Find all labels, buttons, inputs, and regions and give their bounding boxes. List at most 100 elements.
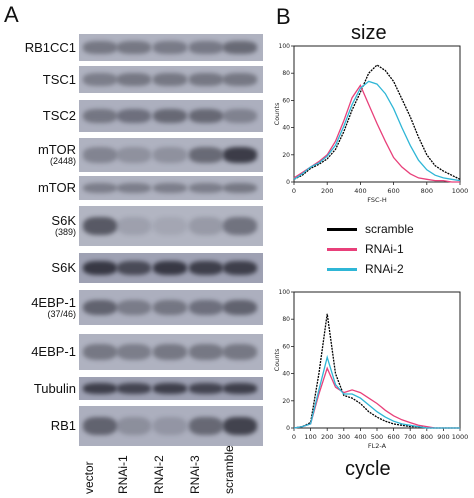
blot-band <box>223 147 257 163</box>
blot-band <box>223 108 257 124</box>
blot-strip <box>79 66 263 93</box>
lane-label: vector <box>82 461 96 494</box>
x-tick-label: 400 <box>354 433 366 441</box>
blot-protein-name: TSC2 <box>42 108 76 123</box>
blot-strip <box>79 176 263 200</box>
blot-band <box>153 73 187 86</box>
panel-b-letter: B <box>276 4 291 29</box>
y-tick-label: 40 <box>282 125 290 132</box>
x-axis-label: FSC-H <box>367 196 387 204</box>
blot-band <box>153 383 187 394</box>
x-tick-label: 1000 <box>452 433 469 441</box>
x-axis-label: FL2-A <box>368 442 387 450</box>
blot-strip <box>79 206 263 246</box>
y-axis-label: Counts <box>273 348 281 371</box>
blot-band <box>223 299 257 316</box>
blot-band <box>189 41 223 54</box>
x-tick-label: 600 <box>387 433 399 441</box>
blot-band <box>83 73 117 86</box>
x-tick-label: 200 <box>321 433 333 441</box>
x-tick-label: 600 <box>387 187 399 195</box>
blot-band <box>153 261 187 275</box>
blot-row-label: 4EBP-1 <box>2 345 76 358</box>
legend-label-rnai-2: RNAi-2 <box>365 262 404 276</box>
blot-band <box>83 147 117 163</box>
blot-band <box>117 299 151 316</box>
blot-strip <box>79 334 263 370</box>
blot-band <box>117 73 151 86</box>
lane-label: RNAi-1 <box>116 455 130 494</box>
blot-protein-name: 4EBP-1 <box>31 294 76 310</box>
series-line-rnai-2 <box>293 80 461 182</box>
blot-band <box>189 383 223 394</box>
y-tick-label: 100 <box>279 289 291 296</box>
blot-phospho-site: (2448) <box>49 156 76 166</box>
x-tick-label: 900 <box>437 433 449 441</box>
blot-strip <box>79 290 263 325</box>
y-tick-label: 0 <box>286 179 290 186</box>
plot-frame <box>293 291 461 429</box>
plot-frame <box>293 45 461 183</box>
y-tick-label: 80 <box>282 70 290 77</box>
blot-band <box>117 182 151 194</box>
size-plot-title: size <box>351 22 387 44</box>
blot-protein-name: mTOR <box>37 180 76 195</box>
x-tick-label: 100 <box>304 433 316 441</box>
blot-row-label: TSC1 <box>2 73 76 86</box>
blot-band <box>223 261 257 275</box>
panel-a-letter: A <box>4 2 19 27</box>
blot-band <box>117 147 151 163</box>
blot-strip <box>79 377 263 400</box>
blot-band <box>223 417 257 435</box>
blot-band <box>153 108 187 124</box>
blot-strip <box>79 253 263 283</box>
blot-row-label: mTOR <box>2 181 76 194</box>
x-tick-label: 700 <box>404 433 416 441</box>
blot-protein-name: S6K <box>51 260 76 275</box>
blot-row-label: RB1 <box>2 419 76 432</box>
blot-band <box>83 41 117 54</box>
blot-band <box>189 261 223 275</box>
blot-band <box>153 182 187 194</box>
blot-band <box>189 73 223 86</box>
blot-protein-name: 4EBP-1 <box>31 344 76 359</box>
blot-band <box>83 182 117 194</box>
blot-band <box>153 41 187 54</box>
cycle-histogram: 0 100 200 300 400 500 600 700 800 900 1000 0 20 40 60 8… <box>273 289 469 450</box>
lane-label: scramble <box>222 445 236 494</box>
series-line-scramble <box>293 313 460 429</box>
blot-protein-name: S6K <box>51 213 76 228</box>
x-tick-label: 0 <box>292 433 296 441</box>
blot-band <box>83 108 117 124</box>
legend-label-scramble: scramble <box>365 222 414 236</box>
blot-band <box>117 108 151 124</box>
y-tick-label: 80 <box>282 316 290 323</box>
y-tick-label: 40 <box>282 371 290 378</box>
x-tick-label: 300 <box>338 433 350 441</box>
blot-band <box>223 73 257 86</box>
blot-phospho-site: (37/46) <box>47 308 76 319</box>
blot-band <box>189 108 223 124</box>
blot-band <box>223 41 257 54</box>
blot-row-label: TSC2 <box>2 109 76 122</box>
x-tick-label: 200 <box>321 187 333 195</box>
y-tick-label: 60 <box>282 343 290 350</box>
lane-label: RNAi-3 <box>188 455 202 494</box>
blot-band <box>153 343 187 361</box>
blot-band <box>83 343 117 361</box>
blot-row-label: Tubulin <box>2 382 76 395</box>
y-tick-label: 20 <box>282 398 290 405</box>
blot-row-label: RB1CC1 <box>2 41 76 54</box>
blot-band <box>189 343 223 361</box>
legend-label-rnai-1: RNAi-1 <box>365 242 404 256</box>
lane-label: RNAi-2 <box>152 455 166 494</box>
blot-band <box>223 182 257 194</box>
blot-band <box>153 147 187 163</box>
blot-protein-name: RB1CC1 <box>24 39 76 55</box>
legend-swatch-rnai-2 <box>327 267 357 271</box>
legend-item-scramble: scramble <box>327 222 414 236</box>
blot-band <box>83 299 117 316</box>
x-tick-label: 800 <box>421 187 433 195</box>
blot-protein-name: Tubulin <box>33 380 76 396</box>
x-tick-label: 500 <box>371 433 383 441</box>
